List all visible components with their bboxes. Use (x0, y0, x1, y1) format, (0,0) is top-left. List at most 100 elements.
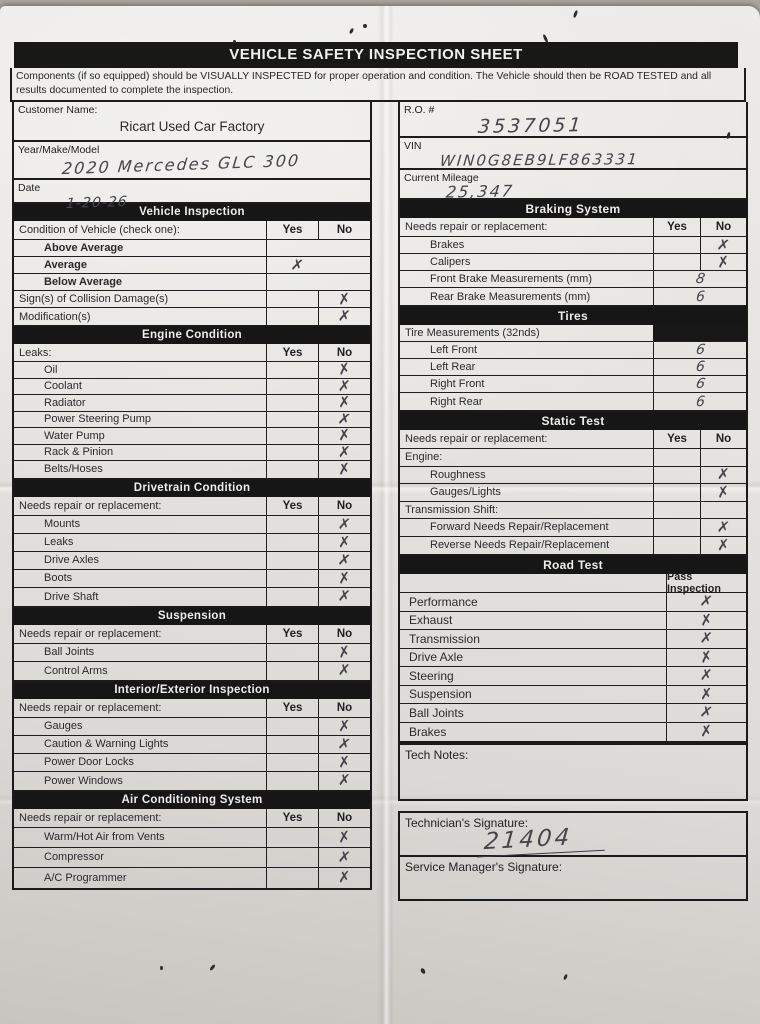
inspection-form: VEHICLE SAFETY INSPECTION SHEET Componen… (0, 42, 760, 902)
no-column-header: No (318, 698, 370, 717)
ro-number-label: R.O. # (404, 104, 435, 117)
dust-speck (562, 973, 569, 981)
row-label: Oil (44, 363, 58, 376)
yes-cell (266, 428, 318, 444)
handwritten-x-mark: ✗ (716, 517, 731, 537)
section-header-row: Needs repair or replacement: Yes No (14, 698, 370, 718)
row-label: Engine: (405, 451, 443, 464)
no-cell (700, 449, 746, 466)
yes-cell (266, 461, 318, 478)
handwritten-value: 6 (694, 288, 706, 305)
form-title: VEHICLE SAFETY INSPECTION SHEET (14, 42, 738, 68)
row-label: Belts/Hoses (44, 463, 103, 476)
right-column: R.O. # 3537051 VIN WIN0G8EB9LF863331 Cur… (398, 102, 748, 902)
yes-cell (266, 717, 318, 735)
row-label: Mounts (44, 518, 81, 531)
left-sections: Vehicle Inspection Condition of Vehicle (… (12, 204, 372, 890)
section-title: Interior/Exterior Inspection (14, 681, 370, 699)
service-manager-signature-box: Service Manager's Signature: (398, 857, 748, 902)
handwritten-value: 6 (694, 341, 706, 359)
handwritten-value: 6 (694, 358, 706, 376)
date-label: Date (18, 182, 41, 195)
row-label: Brakes (430, 239, 465, 252)
yes-column-header: Yes (266, 221, 318, 240)
section-static-test: Static Test Needs repair or replacement: Y… (398, 412, 748, 557)
inspection-row: Compressor ✗ (14, 847, 370, 868)
pen-mark (348, 27, 355, 35)
inspection-row: Sign(s) of Collision Damage(s) ✗ (14, 289, 370, 308)
inspection-row: Power Steering Pump ✗ (14, 409, 370, 429)
section-header-label: Leaks: (19, 346, 52, 359)
handwritten-x-mark: ✗ (699, 721, 714, 741)
inspection-row: Drive Axle ✗ (400, 647, 746, 668)
pass-cell: ✗ (666, 684, 746, 703)
inspection-row: Warm/Hot Air from Vents ✗ (14, 827, 370, 848)
inspection-row: Exhaust ✗ (400, 610, 746, 631)
yes-cell (653, 466, 700, 484)
row-label: Suspension (409, 687, 472, 702)
inspection-row: Suspension ✗ (400, 684, 746, 705)
row-label: Ball Joints (44, 646, 95, 659)
section-vehicle-inspection: Vehicle Inspection Condition of Vehicle (… (12, 204, 372, 328)
customer-name-field: Customer Name: Ricart Used Car Factory (12, 102, 372, 143)
date-handwritten-value: 1-20-26 (65, 193, 129, 213)
form-instructions: Components (if so equipped) should be VI… (10, 68, 746, 103)
row-label: Rack & Pinion (44, 446, 114, 459)
vin-field: VIN WIN0G8EB9LF863331 (398, 138, 748, 171)
row-label: Caution & Warning Lights (44, 738, 169, 751)
handwritten-x-mark: ✗ (336, 641, 353, 662)
merged-check-cell (266, 240, 370, 257)
inspection-row: Right Front 6 (400, 376, 746, 394)
service-manager-signature-label: Service Manager's Signature: (405, 860, 563, 875)
technician-signature-box: Technician's Signature: 21404 (398, 811, 748, 858)
yes-cell (266, 411, 318, 428)
handwritten-x-mark: ✗ (337, 532, 352, 551)
inspection-row: Ball Joints ✗ (400, 702, 746, 723)
pass-cell: ✗ (666, 721, 746, 742)
handwritten-x-mark: ✗ (715, 481, 731, 502)
section-header-row: Tire Measurements (32nds) (400, 325, 746, 343)
yes-cell (266, 753, 318, 771)
yes-cell (653, 536, 700, 555)
handwritten-x-mark: ✗ (716, 535, 731, 555)
no-cell: ✗ (318, 752, 370, 771)
no-cell: ✗ (318, 359, 370, 379)
no-cell: ✗ (318, 514, 370, 533)
yes-column-header: Yes (266, 496, 318, 515)
handwritten-value: 8 (694, 270, 706, 288)
row-label: Radiator (44, 396, 86, 409)
section-header-label: Condition of Vehicle (check one): (19, 224, 180, 237)
inspection-row: Boots ✗ (14, 568, 370, 588)
yes-cell (266, 587, 318, 606)
no-cell: ✗ (700, 481, 746, 502)
inspection-row: Power Door Locks ✗ (14, 752, 370, 772)
yes-cell (266, 395, 318, 411)
yes-cell (266, 291, 318, 308)
section-header-label: Needs repair or replacement: (405, 433, 548, 446)
signature-line: 21404 (476, 822, 746, 858)
inspection-row: Left Front 6 (400, 341, 746, 360)
row-label: Compressor (44, 851, 104, 864)
section-title: Static Test (400, 412, 746, 431)
yes-cell (266, 569, 318, 587)
no-cell: ✗ (318, 376, 370, 395)
row-label: Gauges (44, 720, 83, 733)
yes-column-header: Yes (266, 698, 318, 717)
inspection-row: Rack & Pinion ✗ (14, 443, 370, 462)
no-cell: ✗ (700, 465, 746, 483)
no-cell: ✗ (318, 443, 370, 461)
yes-cell (653, 501, 700, 519)
merged-check-cell (266, 274, 370, 291)
section-tires: Tires Tire Measurements (32nds) Left Front… (398, 307, 748, 413)
inspection-row: Roughness ✗ (400, 465, 746, 485)
inspection-row: Drive Axles ✗ (14, 550, 370, 570)
customer-name-label: Customer Name: (18, 104, 98, 117)
section-header-row: Leaks: Yes No (14, 344, 370, 363)
row-label: Exhaust (409, 613, 453, 628)
current-mileage-handwritten-value: 25,347 (444, 181, 516, 202)
yes-cell (266, 444, 318, 461)
yes-cell (266, 867, 318, 888)
row-label: Sign(s) of Collision Damage(s) (19, 293, 169, 306)
no-cell: ✗ (318, 459, 370, 479)
